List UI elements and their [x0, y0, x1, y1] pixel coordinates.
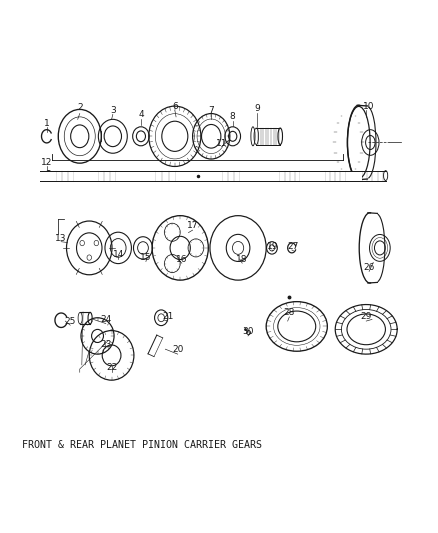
Text: 18: 18	[237, 255, 248, 263]
Bar	[40, 171, 56, 181]
Text: 19: 19	[267, 242, 279, 251]
Text: 25: 25	[64, 317, 76, 326]
Text: 3: 3	[110, 106, 116, 115]
Text: 24: 24	[100, 315, 111, 324]
Bar	[116, 171, 155, 181]
Text: 1: 1	[44, 119, 49, 128]
Text: 21: 21	[162, 312, 173, 321]
Text: 9: 9	[254, 104, 260, 113]
Text: 20: 20	[172, 345, 184, 354]
Text: 10: 10	[364, 102, 375, 111]
Bar	[300, 171, 325, 181]
Text: 27: 27	[288, 242, 299, 251]
Text: 26: 26	[364, 263, 375, 272]
Bar	[176, 171, 222, 181]
Text: 22: 22	[106, 364, 117, 372]
Bar	[240, 171, 279, 181]
Text: 7: 7	[208, 106, 214, 115]
Text: 4: 4	[138, 110, 144, 119]
Text: 8: 8	[230, 112, 236, 122]
Bar	[346, 171, 362, 181]
Text: 23: 23	[100, 340, 112, 349]
Text: 15: 15	[140, 253, 152, 262]
Text: 16: 16	[176, 255, 187, 263]
Text: 13: 13	[55, 234, 67, 243]
Text: 28: 28	[284, 308, 295, 317]
Text: 17: 17	[187, 222, 198, 230]
Text: 14: 14	[113, 251, 124, 260]
Text: 6: 6	[172, 102, 178, 111]
Text: 12: 12	[41, 158, 53, 167]
Text: 30: 30	[242, 327, 254, 336]
Text: 11: 11	[216, 139, 227, 148]
Text: 2: 2	[77, 103, 83, 112]
Bar	[74, 171, 98, 181]
Text: 29: 29	[360, 312, 372, 321]
Text: FRONT & REAR PLANET PINION CARRIER GEARS: FRONT & REAR PLANET PINION CARRIER GEARS	[22, 440, 262, 450]
